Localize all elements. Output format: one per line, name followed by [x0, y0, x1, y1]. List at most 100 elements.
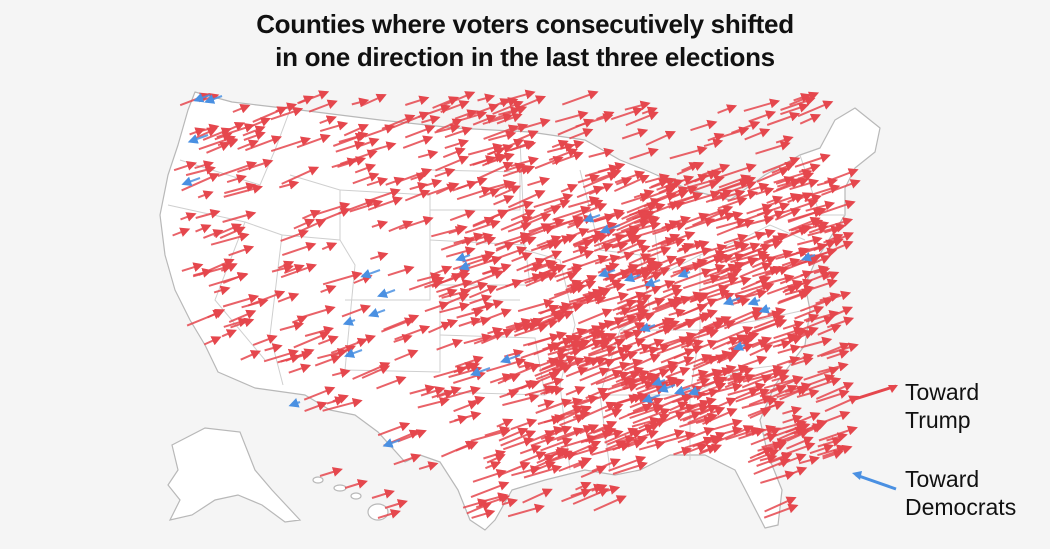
trump-shift-arrow [338, 131, 369, 143]
trump-shift-arrow [404, 124, 436, 139]
trump-shift-arrow [360, 137, 380, 147]
trump-shift-arrow [383, 314, 420, 331]
trump-shift-arrow [727, 382, 766, 396]
trump-shift-arrow [650, 258, 687, 275]
trump-shift-arrow [692, 209, 729, 227]
trump-shift-arrow [542, 318, 559, 329]
trump-shift-arrow [789, 178, 820, 191]
trump-shift-arrow [489, 373, 513, 384]
trump-shift-arrow [799, 297, 834, 312]
trump-shift-arrow [630, 285, 663, 300]
trump-shift-arrow [623, 353, 661, 372]
trump-shift-arrow [491, 210, 509, 220]
democrat-shift-arrow [500, 354, 521, 364]
trump-shift-arrow [456, 186, 492, 201]
trump-shift-arrow [627, 337, 646, 348]
trump-shift-arrow [593, 210, 626, 223]
trump-shift-arrow [528, 217, 565, 233]
trump-shift-arrow [625, 111, 659, 127]
trump-shift-arrow [502, 437, 534, 451]
trump-shift-arrow [314, 354, 342, 367]
trump-shift-arrow [799, 113, 822, 125]
trump-shift-arrow [560, 183, 579, 194]
trump-shift-arrow [700, 444, 718, 455]
trump-shift-arrow [747, 448, 780, 464]
trump-shift-arrow [450, 268, 471, 278]
trump-shift-arrow [470, 427, 512, 442]
trump-shift-arrow [826, 349, 850, 360]
trump-shift-arrow [700, 205, 734, 219]
trump-shift-arrow [748, 110, 777, 123]
trump-shift-arrow [669, 145, 708, 160]
trump-shift-arrow [343, 123, 369, 137]
trump-shift-arrow [580, 430, 613, 444]
trump-shift-arrows [172, 89, 861, 519]
trump-shift-arrow [630, 262, 661, 277]
trump-shift-arrow [486, 453, 506, 464]
trump-shift-arrow [606, 429, 643, 446]
trump-shift-arrow [690, 119, 718, 132]
trump-shift-arrow [688, 180, 720, 194]
trump-shift-arrow [510, 418, 538, 431]
trump-shift-arrow [195, 208, 221, 219]
trump-shift-arrow [633, 189, 655, 199]
trump-shift-arrow [483, 124, 519, 140]
trump-shift-arrow [751, 339, 769, 349]
trump-shift-arrow [487, 326, 504, 337]
trump-shift-arrow [748, 394, 773, 406]
trump-shift-arrow [527, 176, 551, 187]
trump-shift-arrow [572, 245, 589, 255]
trump-shift-arrow [213, 285, 231, 296]
trump-shift-arrow [796, 388, 820, 399]
trump-shift-arrow [240, 350, 262, 361]
trump-shift-arrow [702, 408, 738, 425]
trump-shift-arrow [417, 396, 450, 409]
trump-shift-arrow [629, 147, 659, 160]
trump-shift-arrow [511, 465, 541, 477]
trump-shift-arrow [720, 163, 757, 178]
trump-shift-arrow [660, 348, 696, 364]
trump-shift-arrow [799, 411, 821, 423]
trump-shift-arrow [463, 333, 493, 345]
trump-shift-arrow [573, 394, 599, 405]
trump-shift-arrow [393, 334, 413, 344]
trump-shift-arrow [563, 440, 602, 459]
trump-shift-arrow [703, 376, 728, 388]
trump-shift-arrow [495, 241, 515, 252]
democrat-shift-arrow [598, 268, 616, 278]
trump-shift-arrow [444, 126, 473, 139]
trump-shift-arrow [279, 179, 300, 190]
trump-shift-arrow [252, 334, 278, 346]
trump-shift-arrow [579, 367, 610, 382]
trump-shift-arrow [617, 251, 635, 261]
trump-shift-arrow [371, 220, 389, 230]
trump-shift-arrow [399, 168, 433, 183]
trump-shift-arrow [759, 235, 784, 248]
trump-shift-arrow [297, 95, 314, 105]
trump-shift-arrow [618, 307, 650, 320]
trump-shift-arrow [561, 90, 599, 106]
trump-shift-arrow [774, 208, 802, 221]
trump-shift-arrow [518, 165, 536, 175]
trump-shift-arrow [502, 363, 541, 381]
trump-shift-arrow [281, 166, 320, 185]
trump-shift-arrow [816, 342, 851, 358]
trump-shift-arrow [757, 441, 784, 452]
alaska-landmass [167, 427, 302, 523]
trump-shift-arrow [575, 481, 592, 491]
trump-shift-arrow [639, 324, 676, 341]
map-title-line-1: Counties where voters consecutively shif… [256, 9, 794, 39]
trump-shift-arrow [458, 317, 482, 327]
trump-shift-arrow [679, 410, 702, 422]
trump-shift-arrow [475, 494, 511, 509]
trump-shift-arrow [303, 386, 336, 401]
trump-shift-arrow [404, 189, 431, 202]
trump-shift-arrow [703, 138, 724, 149]
trump-shift-arrow [222, 210, 257, 223]
trump-shift-arrow [729, 306, 763, 323]
trump-shift-arrow [781, 257, 801, 268]
trump-shift-arrow [181, 172, 220, 192]
trump-shift-arrow [504, 89, 536, 102]
trump-shift-arrow [673, 268, 713, 285]
